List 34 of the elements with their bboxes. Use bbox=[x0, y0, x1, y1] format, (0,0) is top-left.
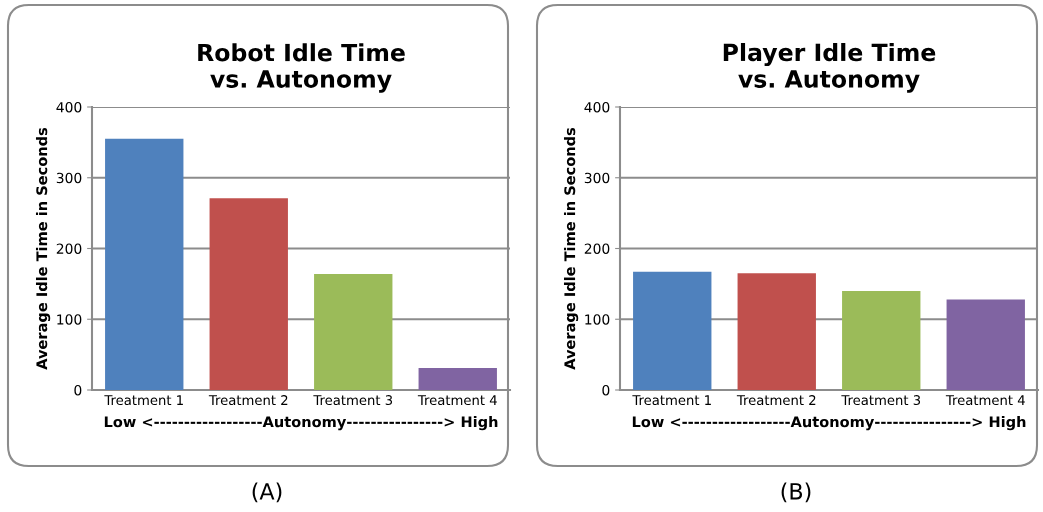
bar bbox=[946, 299, 1025, 390]
text: (A) bbox=[252, 482, 282, 503]
x-tick-label: Treatment 2 bbox=[736, 395, 816, 406]
bar bbox=[418, 368, 497, 390]
y-axis-title: Average Idle Time in Seconds bbox=[35, 127, 51, 370]
chart-title: Robot Idle Time vs. Autonomy bbox=[198, 43, 405, 93]
x-tick-label: Treatment 4 bbox=[417, 395, 497, 406]
y-tick-label: 100 bbox=[57, 314, 82, 325]
x-axis-title: Low <------------------Autonomy----------------> High bbox=[104, 415, 498, 431]
y-tick-label: 200 bbox=[56, 243, 82, 254]
bar bbox=[105, 138, 184, 390]
x-tick-label: Treatment 3 bbox=[841, 395, 921, 406]
x-tick-label: Treatment 2 bbox=[208, 395, 288, 406]
y-axis-title: Average Idle Time in Seconds bbox=[563, 127, 579, 370]
text: (B) bbox=[781, 482, 811, 503]
y-tick-label: 300 bbox=[584, 172, 610, 184]
y-tick-label: 200 bbox=[584, 243, 610, 254]
x-tick-label: Treatment 1 bbox=[104, 395, 183, 406]
bar bbox=[737, 273, 816, 390]
y-tick-label: 100 bbox=[585, 314, 610, 325]
y-tick-label: 400 bbox=[584, 101, 610, 113]
y-tick-label: 0 bbox=[74, 384, 82, 396]
x-axis-title: Low <------------------Autonomy----------------> High bbox=[632, 415, 1026, 431]
y-tick-label: 0 bbox=[602, 384, 610, 396]
chart-title: Player Idle Time vs. Autonomy bbox=[723, 42, 936, 93]
bar bbox=[633, 271, 712, 390]
bar bbox=[842, 290, 921, 390]
bar bbox=[209, 198, 288, 390]
y-tick-label: 400 bbox=[56, 101, 82, 113]
x-tick-label: Treatment 3 bbox=[313, 395, 393, 406]
bar bbox=[314, 273, 393, 390]
y-tick-label: 300 bbox=[56, 172, 82, 184]
x-tick-label: Treatment 4 bbox=[945, 395, 1025, 406]
x-tick-label: Treatment 1 bbox=[632, 395, 711, 406]
